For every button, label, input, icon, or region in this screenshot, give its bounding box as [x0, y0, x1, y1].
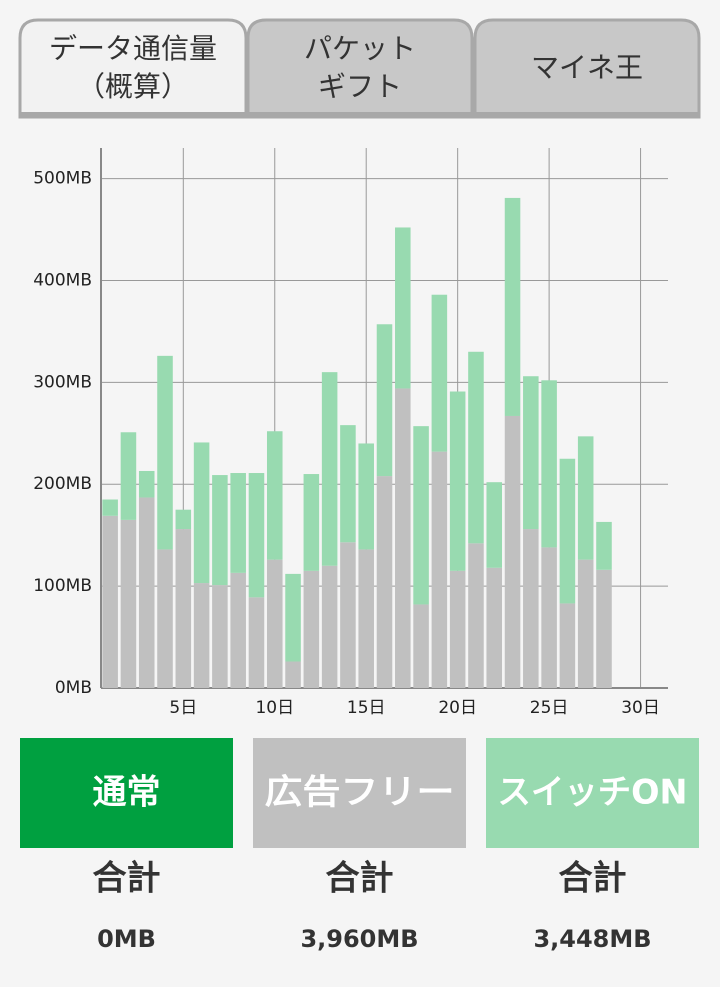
- x-tick-label: 25日: [530, 698, 569, 718]
- bar: [431, 294, 448, 452]
- total-value: 0MB: [97, 925, 156, 953]
- tab-underline: [20, 112, 700, 117]
- tab[interactable]: [18, 18, 248, 119]
- bar: [120, 432, 137, 520]
- bar: [504, 197, 521, 416]
- x-tick-label: 10日: [255, 698, 294, 718]
- bar: [486, 567, 503, 688]
- bar: [523, 529, 539, 688]
- tab-label: （概算）: [77, 70, 189, 103]
- legend-button[interactable]: [253, 738, 466, 848]
- bar: [248, 597, 265, 688]
- bar: [266, 431, 283, 560]
- y-tick-label: 300MB: [33, 372, 92, 392]
- x-tick-label: 15日: [347, 698, 386, 718]
- bar: [577, 559, 594, 688]
- y-tick-label: 100MB: [33, 576, 92, 596]
- bar: [395, 388, 411, 688]
- bar: [395, 227, 411, 389]
- bar: [102, 499, 118, 516]
- bar: [102, 515, 118, 688]
- y-tick-label: 400MB: [33, 270, 92, 290]
- total-value: 3,960MB: [300, 925, 418, 953]
- bar: [413, 604, 429, 688]
- bar: [157, 355, 173, 550]
- bar: [358, 549, 374, 688]
- x-tick-label: 30日: [621, 698, 660, 718]
- legend-button[interactable]: [486, 738, 699, 848]
- bar: [376, 324, 393, 477]
- y-tick-label: 500MB: [33, 169, 92, 189]
- total-value: 3,448MB: [533, 925, 651, 953]
- bar: [120, 519, 137, 688]
- bar: [376, 476, 393, 688]
- bar: [449, 391, 466, 571]
- legend-label: 広告フリー: [265, 773, 455, 813]
- y-tick-label: 200MB: [33, 474, 92, 494]
- bar: [321, 565, 338, 688]
- bar: [541, 547, 557, 688]
- bar: [248, 473, 265, 598]
- bar: [431, 451, 448, 688]
- tab[interactable]: [246, 18, 474, 119]
- bar: [486, 482, 503, 568]
- bar: [358, 443, 374, 550]
- bar: [157, 549, 173, 688]
- bar: [559, 458, 576, 604]
- bar: [541, 380, 557, 548]
- bar: [138, 470, 155, 498]
- bar: [193, 583, 210, 688]
- x-tick-label: 5日: [169, 698, 197, 718]
- tab-label: データ通信量: [49, 32, 217, 65]
- total-heading: 合計: [326, 859, 394, 899]
- total-heading: 合計: [93, 859, 161, 899]
- bar: [230, 473, 246, 573]
- total-heading: 合計: [559, 859, 627, 899]
- tab-label: マイネ王: [531, 51, 643, 84]
- bar: [468, 351, 484, 544]
- bar: [303, 570, 320, 688]
- bar: [285, 661, 301, 688]
- bar: [504, 415, 521, 688]
- bar: [303, 474, 320, 571]
- bar: [340, 425, 356, 543]
- legend-button[interactable]: [20, 738, 233, 848]
- bar: [559, 603, 576, 688]
- bar: [413, 426, 429, 605]
- x-tick-label: 20日: [438, 698, 477, 718]
- tab-label: パケット: [304, 32, 416, 65]
- y-tick-label: 0MB: [55, 678, 92, 698]
- bar: [193, 442, 210, 584]
- bar: [449, 570, 466, 688]
- bar: [523, 376, 539, 530]
- bar: [596, 521, 612, 570]
- bar: [266, 559, 283, 688]
- bar: [340, 542, 356, 688]
- bar: [577, 436, 594, 560]
- bar: [230, 572, 246, 688]
- tab-label: ギフト: [318, 70, 402, 103]
- legend-label: スイッチON: [498, 773, 688, 813]
- bar: [468, 543, 484, 688]
- tab[interactable]: [473, 18, 701, 119]
- legend-label: 通常: [93, 773, 161, 813]
- bar: [285, 573, 301, 662]
- bar: [321, 372, 338, 566]
- bar: [138, 497, 155, 688]
- bar: [212, 475, 228, 586]
- bar: [212, 585, 228, 688]
- bar: [175, 509, 192, 530]
- bar: [596, 569, 612, 688]
- bar: [175, 529, 192, 688]
